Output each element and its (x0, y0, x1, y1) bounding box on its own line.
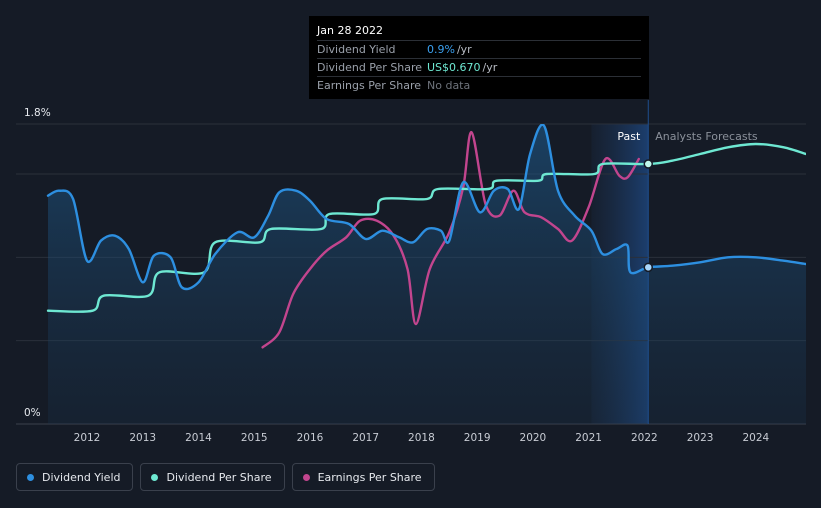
tooltip-row-dividend-yield: Dividend Yield 0.9%/yr (317, 40, 641, 58)
x-tick-label: 2022 (631, 432, 658, 444)
forecast-label: Analysts Forecasts (655, 130, 758, 143)
legend-dividend-yield[interactable]: Dividend Yield (16, 463, 134, 491)
legend-label: Dividend Yield (42, 470, 121, 484)
x-tick-label: 2020 (520, 432, 547, 444)
tooltip-label: Dividend Per Share (317, 61, 423, 74)
dividend-per-share-marker (643, 159, 654, 169)
legend-dot-icon (27, 473, 34, 481)
tooltip-row-earnings-per-share: Earnings Per Share No data (317, 76, 641, 94)
legend-label: Dividend Per Share (166, 470, 272, 484)
x-tick-label: 2013 (129, 432, 156, 444)
tooltip-value: 0.9% (427, 43, 455, 56)
earnings-per-share-line (261, 131, 640, 349)
x-tick-label: 2023 (687, 432, 714, 444)
x-tick-label: 2016 (297, 432, 324, 444)
legend: Dividend Yield Dividend Per Share Earnin… (16, 463, 435, 491)
dividend-yield-line (46, 124, 806, 291)
dividend-yield-marker (643, 262, 654, 273)
legend-dot-icon (302, 473, 310, 481)
legend-label: Earnings Per Share (317, 470, 422, 484)
x-tick-label: 2021 (575, 432, 602, 444)
tooltip-date: Jan 28 2022 (317, 24, 383, 37)
x-tick-label: 2017 (352, 432, 379, 444)
tooltip-row-dividend-per-share: Dividend Per Share US$0.670/yr (317, 58, 641, 76)
dividend-per-share-line (46, 142, 806, 313)
tooltip-label: Earnings Per Share (317, 79, 422, 92)
tooltip-label: Dividend Yield (317, 43, 396, 56)
y-axis-min-label: 0% (24, 407, 41, 419)
legend-dividend-per-share[interactable]: Dividend Per Share (140, 463, 285, 491)
legend-dot-icon (151, 473, 159, 481)
y-axis-max-label: 1.8% (24, 107, 51, 119)
x-tick-label: 2015 (241, 432, 268, 444)
x-tick-label: 2012 (74, 432, 101, 444)
tooltip-value: No data (427, 79, 471, 92)
tooltip: Jan 28 2022 Dividend Yield 0.9%/yr Divid… (309, 16, 649, 99)
x-tick-label: 2014 (185, 432, 212, 444)
tooltip-value: US$0.670 (427, 61, 481, 74)
x-tick-label: 2019 (464, 432, 491, 444)
x-tick-label: 2024 (742, 432, 769, 444)
tooltip-unit: /yr (482, 61, 498, 74)
tooltip-unit: /yr (456, 43, 472, 56)
x-tick-label: 2018 (408, 432, 435, 444)
past-label: Past (617, 130, 641, 143)
legend-earnings-per-share[interactable]: Earnings Per Share (291, 463, 435, 491)
